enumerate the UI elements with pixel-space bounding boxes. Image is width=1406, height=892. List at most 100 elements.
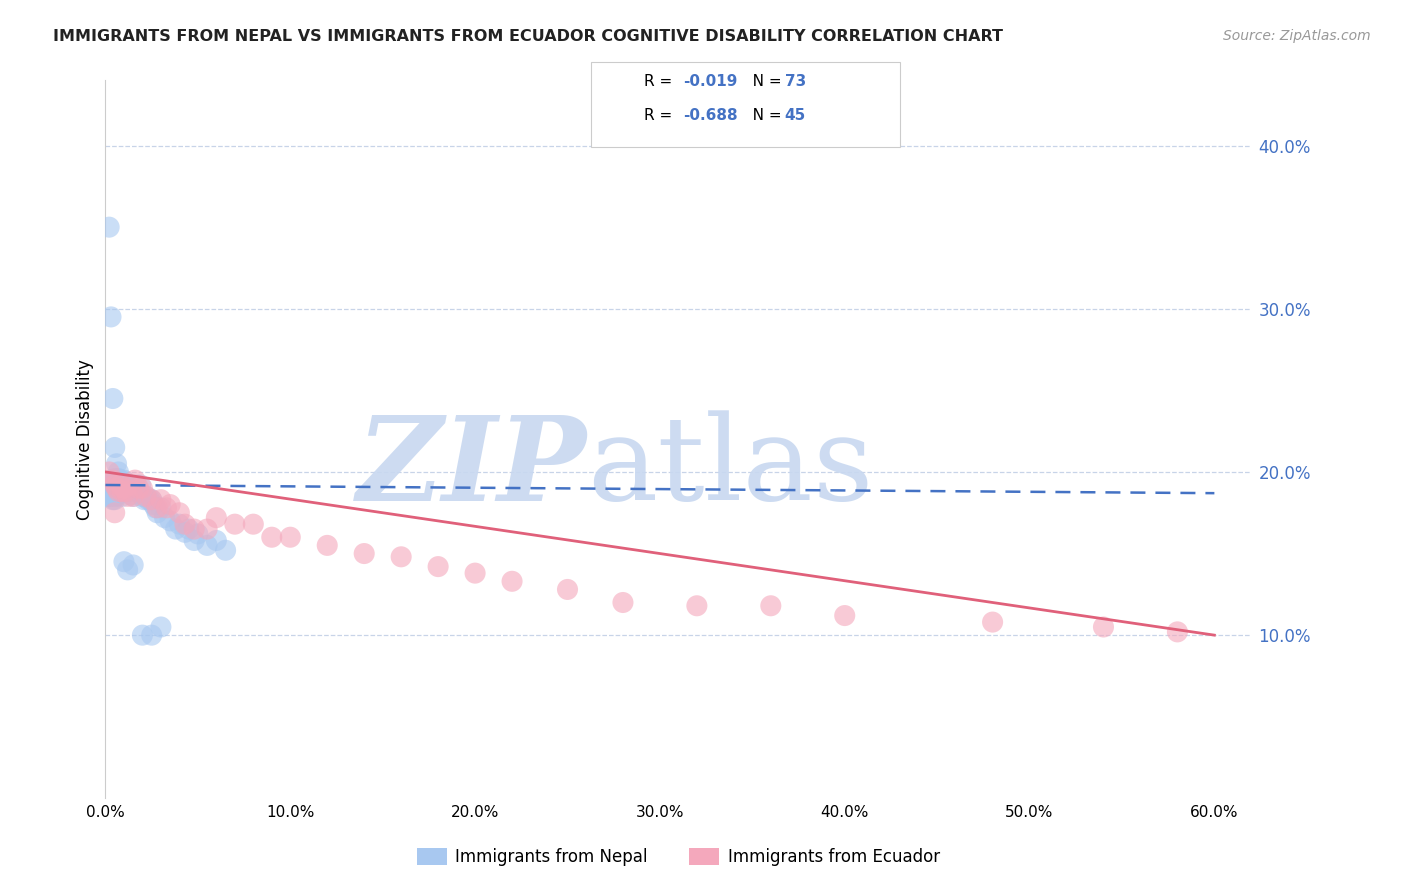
Point bbox=[153, 510, 176, 524]
Point bbox=[107, 484, 129, 499]
Point bbox=[174, 525, 197, 540]
Point bbox=[139, 492, 162, 507]
Point bbox=[612, 595, 634, 609]
Point bbox=[128, 481, 150, 495]
Point bbox=[159, 514, 181, 528]
Point bbox=[117, 490, 139, 504]
Point bbox=[104, 478, 127, 492]
Point bbox=[141, 628, 163, 642]
Point bbox=[122, 490, 145, 504]
Point bbox=[104, 478, 127, 492]
Point bbox=[105, 481, 128, 495]
Point bbox=[353, 547, 375, 561]
Point bbox=[98, 465, 121, 479]
Point bbox=[112, 473, 135, 487]
Point bbox=[104, 490, 127, 504]
Point bbox=[242, 517, 264, 532]
Point bbox=[105, 490, 128, 504]
Point bbox=[111, 478, 134, 492]
Legend: Immigrants from Nepal, Immigrants from Ecuador: Immigrants from Nepal, Immigrants from E… bbox=[411, 841, 946, 872]
Point bbox=[169, 517, 191, 532]
Point bbox=[1092, 620, 1115, 634]
Point bbox=[104, 441, 127, 455]
Point bbox=[117, 563, 139, 577]
Point bbox=[117, 481, 139, 495]
Point bbox=[686, 599, 709, 613]
Point bbox=[146, 500, 169, 515]
Text: 73: 73 bbox=[785, 74, 806, 88]
Point bbox=[183, 522, 205, 536]
Point bbox=[104, 492, 127, 507]
Text: N =: N = bbox=[738, 108, 786, 122]
Point bbox=[136, 492, 159, 507]
Point bbox=[101, 476, 124, 491]
Point bbox=[100, 310, 122, 324]
Text: atlas: atlas bbox=[586, 410, 873, 525]
Point bbox=[104, 506, 127, 520]
Point bbox=[101, 484, 124, 499]
Point bbox=[195, 538, 218, 552]
Point bbox=[759, 599, 782, 613]
Point bbox=[557, 582, 579, 597]
Text: ZIP: ZIP bbox=[357, 410, 586, 525]
Point bbox=[174, 517, 197, 532]
Point bbox=[129, 478, 152, 492]
Point bbox=[98, 220, 121, 235]
Point bbox=[96, 490, 118, 504]
Point bbox=[96, 481, 118, 495]
Point bbox=[101, 473, 124, 487]
Point bbox=[205, 533, 228, 548]
Point bbox=[124, 484, 146, 499]
Point bbox=[183, 533, 205, 548]
Point bbox=[105, 481, 128, 495]
Point bbox=[501, 574, 523, 589]
Point bbox=[142, 498, 165, 512]
Point bbox=[101, 492, 124, 507]
Point bbox=[105, 457, 128, 471]
Text: -0.688: -0.688 bbox=[683, 108, 738, 122]
Point bbox=[427, 559, 450, 574]
Point bbox=[159, 498, 181, 512]
Text: N =: N = bbox=[738, 74, 786, 88]
Point bbox=[122, 478, 145, 492]
Point bbox=[100, 490, 122, 504]
Point bbox=[110, 476, 132, 491]
Point bbox=[107, 478, 129, 492]
Point bbox=[981, 615, 1004, 629]
Point bbox=[165, 522, 187, 536]
Point bbox=[100, 481, 122, 495]
Point bbox=[214, 543, 236, 558]
Point bbox=[104, 471, 127, 485]
Point bbox=[149, 492, 172, 507]
Point bbox=[389, 549, 412, 564]
Text: Source: ZipAtlas.com: Source: ZipAtlas.com bbox=[1223, 29, 1371, 43]
Point bbox=[128, 484, 150, 499]
Text: 45: 45 bbox=[785, 108, 806, 122]
Point bbox=[143, 500, 166, 515]
Point bbox=[169, 506, 191, 520]
Point bbox=[111, 490, 134, 504]
Point bbox=[205, 510, 228, 524]
Point bbox=[131, 481, 153, 495]
Point bbox=[149, 500, 172, 515]
Point bbox=[278, 530, 301, 544]
Point bbox=[155, 500, 177, 515]
Point bbox=[141, 492, 163, 507]
Point bbox=[107, 465, 129, 479]
Point bbox=[260, 530, 283, 544]
Point bbox=[98, 490, 121, 504]
Point bbox=[101, 392, 124, 406]
Point bbox=[146, 506, 169, 520]
Point bbox=[112, 481, 135, 495]
Text: R =: R = bbox=[644, 74, 678, 88]
Point bbox=[134, 492, 156, 507]
Point bbox=[177, 522, 200, 536]
Point bbox=[120, 488, 142, 502]
Point bbox=[110, 478, 132, 492]
Point bbox=[1166, 624, 1188, 639]
Point bbox=[122, 490, 145, 504]
Point bbox=[118, 484, 141, 499]
Point bbox=[112, 484, 135, 499]
Text: IMMIGRANTS FROM NEPAL VS IMMIGRANTS FROM ECUADOR COGNITIVE DISABILITY CORRELATIO: IMMIGRANTS FROM NEPAL VS IMMIGRANTS FROM… bbox=[53, 29, 1004, 44]
Point bbox=[98, 478, 121, 492]
